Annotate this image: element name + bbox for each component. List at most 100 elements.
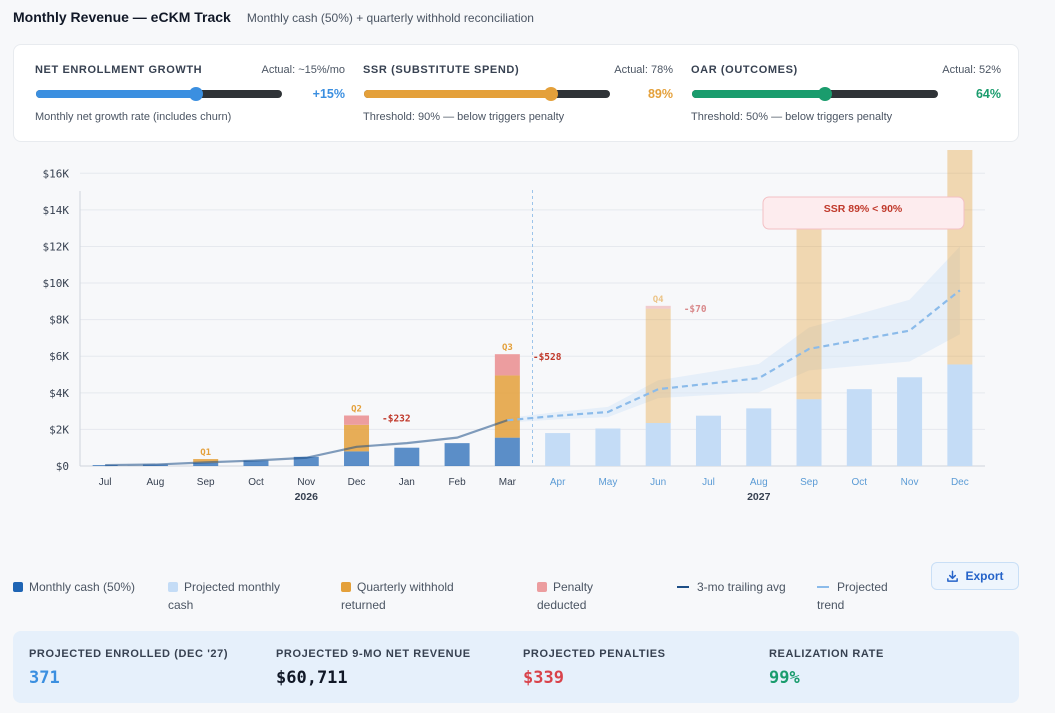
legend-label: Quarterly withhold returned: [341, 580, 454, 612]
withhold-bar: [645, 308, 671, 424]
x-tick-label: Oct: [248, 477, 264, 488]
stat-label: PROJECTED ENROLLED (DEC '27): [29, 648, 229, 660]
legend-label: Projected monthly cash: [168, 580, 281, 612]
stat-net-revenue: PROJECTED 9-MO NET REVENUE $60,711: [276, 648, 471, 688]
projected-cash-bar: [595, 428, 621, 466]
legend-label: Projected trend: [817, 580, 888, 612]
ssr-slider[interactable]: [364, 87, 610, 101]
slider-fill: [364, 90, 551, 98]
monthly-cash-bar: [344, 451, 370, 466]
quarter-label: Q2: [351, 405, 362, 415]
y-tick-label: $14K: [43, 204, 70, 217]
x-tick-label: Dec: [348, 477, 366, 488]
monthly-cash-bar: [193, 462, 219, 466]
oar-label: OAR (OUTCOMES): [691, 64, 798, 76]
projected-cash-bar: [796, 399, 822, 466]
oar-value: 64%: [975, 87, 1001, 101]
withhold-bar: [494, 375, 520, 438]
y-tick-label: $2K: [49, 423, 69, 436]
y-tick-label: $0: [56, 460, 69, 473]
legend-item-projected-cash: Projected monthly cash: [168, 578, 308, 614]
legend-line: [817, 586, 829, 588]
ssr-value: 89%: [647, 87, 673, 101]
stat-realization-rate: REALIZATION RATE 99%: [769, 648, 884, 688]
legend-swatch: [341, 582, 351, 592]
projected-cash-bar: [645, 423, 671, 466]
y-tick-label: $12K: [43, 240, 70, 253]
stat-label: PROJECTED 9-MO NET REVENUE: [276, 648, 471, 660]
export-button[interactable]: Export: [931, 562, 1019, 590]
stat-value: 99%: [769, 668, 800, 688]
legend-label: 3-mo trailing avg: [697, 580, 786, 594]
y-tick-label: $4K: [49, 387, 69, 400]
projected-cash-bar: [947, 364, 973, 466]
y-tick-label: $16K: [43, 167, 70, 180]
projected-cash-bar: [545, 433, 571, 466]
enrollment-growth-label: NET ENROLLMENT GROWTH: [35, 64, 203, 76]
x-tick-label: Aug: [147, 477, 165, 488]
legend-swatch: [13, 582, 23, 592]
oar-note: Threshold: 50% — below triggers penalty: [691, 111, 893, 123]
quarter-label: Q3: [502, 343, 513, 353]
chart-header: Monthly Revenue — eCKM Track Monthly cas…: [13, 9, 534, 25]
penalty-bar: [645, 305, 671, 309]
export-label: Export: [965, 569, 1004, 583]
enrollment-growth-actual: Actual: ~15%/mo: [261, 64, 345, 76]
x-tick-label: Jul: [702, 477, 715, 488]
trend-confidence-band: [507, 246, 960, 423]
download-icon: [947, 570, 959, 582]
x-tick-label: Nov: [901, 477, 919, 488]
slider-thumb[interactable]: [543, 87, 558, 101]
x-tick-label: Sep: [197, 477, 215, 488]
projected-trend-line: [507, 289, 961, 422]
x-tick-label: Jul: [99, 477, 112, 488]
quarter-label: Q1: [200, 448, 211, 458]
projected-cash-bar: [695, 415, 721, 466]
withhold-bar: [796, 224, 822, 400]
x-tick-label: Jun: [650, 477, 666, 488]
oar-control: OAR (OUTCOMES) Actual: 52% 64% Threshold…: [691, 45, 1001, 143]
legend-line: [677, 586, 689, 588]
legend-item-withhold: Quarterly withhold returned: [341, 578, 491, 614]
monthly-cash-bar: [444, 443, 470, 466]
ssr-control: SSR (SUBSTITUTE SPEND) Actual: 78% 89% T…: [363, 45, 673, 143]
slider-thumb[interactable]: [817, 87, 832, 101]
legend-label: Monthly cash (50%): [29, 580, 136, 594]
stat-label: REALIZATION RATE: [769, 648, 884, 660]
quarter-label: Q4: [653, 295, 664, 305]
penalty-label: -$232: [382, 414, 411, 425]
enrollment-growth-value: +15%: [312, 87, 345, 101]
x-tick-label: Jan: [399, 477, 415, 488]
penalty-bar: [494, 354, 520, 376]
stat-value: $339: [523, 668, 564, 688]
revenue-chart: $0 $2K $4K $6K $8K $10K $12K $14K $16K Q1 Q2 -$232 Q…: [43, 150, 985, 503]
ssr-warning-box: [762, 196, 965, 230]
legend-item-projected-trend: Projected trend: [817, 578, 912, 614]
legend-label: Penalty deducted: [537, 580, 594, 612]
stat-label: PROJECTED PENALTIES: [523, 648, 666, 660]
x-tick-label: Nov: [297, 477, 315, 488]
ssr-label: SSR (SUBSTITUTE SPEND): [363, 64, 520, 76]
slider-thumb[interactable]: [188, 87, 203, 101]
legend-item-trailing-avg: 3-mo trailing avg: [677, 578, 787, 596]
enrollment-growth-slider[interactable]: [36, 87, 282, 101]
x-tick-label: Aug: [750, 477, 768, 488]
ssr-note: Threshold: 90% — below triggers penalty: [363, 111, 565, 123]
x-tick-label: Dec: [951, 477, 969, 488]
stat-projected-enrolled: PROJECTED ENROLLED (DEC '27) 371: [29, 648, 228, 688]
page-subtitle: Monthly cash (50%) + quarterly withhold …: [246, 11, 534, 25]
projected-cash-bar: [746, 408, 772, 466]
oar-actual: Actual: 52%: [942, 64, 1001, 76]
stat-value: $60,711: [276, 668, 348, 688]
legend-item-penalty: Penalty deducted: [537, 578, 637, 614]
slider-fill: [36, 90, 196, 98]
enrollment-growth-note: Monthly net growth rate (includes churn): [35, 111, 232, 123]
monthly-cash-bar: [293, 456, 319, 466]
year-label: 2026: [295, 491, 319, 503]
withhold-bar: [193, 459, 219, 463]
x-tick-label: Mar: [499, 477, 517, 488]
legend-swatch: [168, 582, 178, 592]
x-tick-label: Apr: [550, 477, 566, 488]
oar-slider[interactable]: [692, 87, 938, 101]
monthly-cash-bar: [394, 447, 420, 466]
